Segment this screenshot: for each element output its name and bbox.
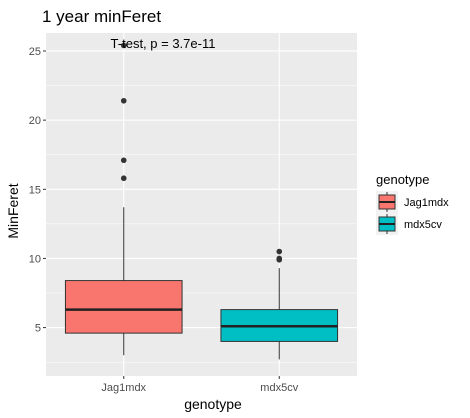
- ttest-annotation: T-test, p = 3.7e-11: [111, 36, 216, 51]
- box-group-mdx5cv: [220, 248, 339, 360]
- box: [64, 280, 183, 334]
- outlier-point: [276, 255, 283, 262]
- outlier-point: [120, 157, 127, 164]
- outlier-point: [120, 175, 127, 182]
- y-tick-label: 25: [29, 46, 41, 58]
- x-tick-label: Jag1mdx: [101, 382, 146, 394]
- y-tick-label: 10: [29, 253, 41, 265]
- legend-label: mdx5cv: [404, 219, 442, 231]
- y-axis-title: MinFeret: [5, 183, 21, 238]
- legend-key-jag1mdx: [376, 191, 398, 213]
- box-group-jag1mdx: [64, 42, 183, 356]
- legend: genotype Jag1mdx mdx5cv: [376, 172, 449, 235]
- x-axis-title: genotype: [184, 396, 242, 412]
- y-tick-label: 5: [35, 323, 41, 335]
- legend-title: genotype: [376, 172, 430, 187]
- x-tick-label: mdx5cv: [260, 382, 298, 394]
- outlier-point: [276, 248, 283, 255]
- legend-key-mdx5cv: [376, 213, 398, 235]
- outlier-point: [120, 97, 127, 104]
- y-tick-label: 20: [29, 115, 41, 127]
- outlier-point: [120, 42, 127, 49]
- y-tick-label: 15: [29, 184, 41, 196]
- chart-title: 1 year minFeret: [42, 7, 161, 26]
- legend-label: Jag1mdx: [404, 197, 449, 209]
